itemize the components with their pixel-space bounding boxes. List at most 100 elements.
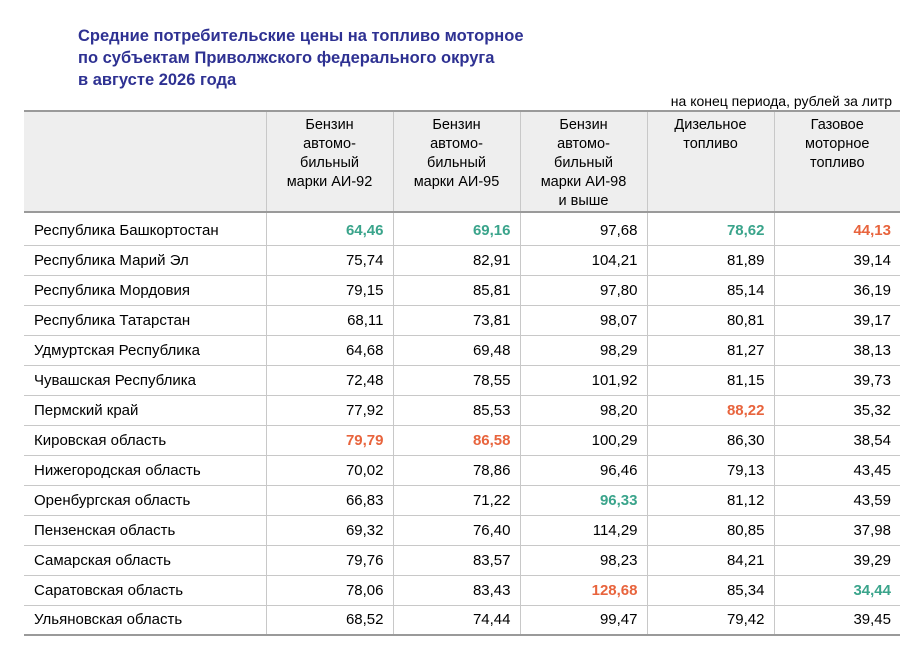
region-name: Республика Татарстан	[24, 305, 266, 336]
price-cell: 39,17	[773, 305, 900, 336]
price-cell: 39,45	[773, 605, 900, 636]
table-row: Республика Татарстан 68,11 73,81 98,07 80,81…	[24, 305, 900, 336]
price-cell: 98,23	[519, 545, 647, 576]
price-cell: 80,81	[646, 305, 774, 336]
price-cell: 98,20	[519, 395, 647, 426]
price-cell: 84,21	[646, 545, 774, 576]
price-cell: 99,47	[519, 605, 647, 636]
price-cell: 85,14	[646, 275, 774, 306]
title-line: в августе 2026 года	[78, 71, 237, 89]
price-cell: 81,12	[646, 485, 774, 516]
price-cell: 43,59	[773, 485, 900, 516]
price-cell: 128,68	[519, 575, 647, 606]
price-cell: 69,48	[392, 335, 520, 366]
price-cell: 97,68	[519, 212, 647, 246]
price-cell: 81,89	[646, 245, 774, 276]
price-cell: 34,44	[773, 575, 900, 606]
price-cell: 39,73	[773, 365, 900, 396]
region-name: Пермский край	[24, 395, 266, 426]
price-cell: 86,58	[392, 425, 520, 456]
price-cell: 77,92	[265, 395, 393, 426]
price-cell: 69,16	[392, 212, 520, 246]
table-row: Республика Марий Эл 75,74 82,91 104,21 81,89…	[24, 245, 900, 276]
price-cell: 79,79	[265, 425, 393, 456]
price-cell: 36,19	[773, 275, 900, 306]
price-cell: 100,29	[519, 425, 647, 456]
table-row: Республика Мордовия 79,15 85,81 97,80 85,14 3…	[24, 275, 900, 306]
price-cell: 38,54	[773, 425, 900, 456]
price-cell: 86,30	[646, 425, 774, 456]
price-cell: 68,52	[265, 605, 393, 636]
price-cell: 114,29	[519, 515, 647, 546]
price-cell: 38,13	[773, 335, 900, 366]
header-ai92: Бензин автомо- бильный марки АИ-92	[265, 110, 393, 213]
price-cell: 85,34	[646, 575, 774, 606]
price-cell: 82,91	[392, 245, 520, 276]
header-region	[24, 110, 266, 213]
price-cell: 80,85	[646, 515, 774, 546]
price-cell: 79,76	[265, 545, 393, 576]
price-cell: 37,98	[773, 515, 900, 546]
title-line: по субъектам Приволжского федерального о…	[78, 49, 495, 67]
price-cell: 73,81	[392, 305, 520, 336]
price-cell: 79,42	[646, 605, 774, 636]
table-row: Кировская область 79,79 86,58 100,29 86,30 38…	[24, 425, 900, 456]
region-name: Ульяновская область	[24, 605, 266, 636]
price-cell: 64,68	[265, 335, 393, 366]
price-cell: 78,06	[265, 575, 393, 606]
price-cell: 66,83	[265, 485, 393, 516]
region-name: Оренбургская область	[24, 485, 266, 516]
price-cell: 69,32	[265, 515, 393, 546]
price-cell: 98,07	[519, 305, 647, 336]
table-row: Ульяновская область 68,52 74,44 99,47 79,42 3…	[24, 605, 900, 636]
price-cell: 39,14	[773, 245, 900, 276]
price-cell: 79,13	[646, 455, 774, 486]
price-cell: 78,55	[392, 365, 520, 396]
title-line: Средние потребительские цены на топливо …	[78, 27, 524, 45]
price-cell: 85,53	[392, 395, 520, 426]
table-row: Республика Башкортостан 64,46 69,16 97,68 78…	[24, 212, 900, 246]
price-cell: 88,22	[646, 395, 774, 426]
region-name: Республика Мордовия	[24, 275, 266, 306]
price-cell: 70,02	[265, 455, 393, 486]
region-name: Кировская область	[24, 425, 266, 456]
price-cell: 96,46	[519, 455, 647, 486]
region-name: Республика Марий Эл	[24, 245, 266, 276]
price-cell: 68,11	[265, 305, 393, 336]
region-name: Удмуртская Республика	[24, 335, 266, 366]
table-row: Нижегородская область 70,02 78,86 96,46 79,1…	[24, 455, 900, 486]
price-cell: 43,45	[773, 455, 900, 486]
unit-note: на конец периода, рублей за литр	[670, 93, 892, 109]
region-name: Чувашская Республика	[24, 365, 266, 396]
price-cell: 101,92	[519, 365, 647, 396]
price-cell: 71,22	[392, 485, 520, 516]
table-row: Саратовская область 78,06 83,43 128,68 85,34…	[24, 575, 900, 606]
price-cell: 74,44	[392, 605, 520, 636]
price-cell: 81,27	[646, 335, 774, 366]
price-cell: 76,40	[392, 515, 520, 546]
price-cell: 81,15	[646, 365, 774, 396]
price-cell: 39,29	[773, 545, 900, 576]
price-cell: 83,57	[392, 545, 520, 576]
price-cell: 64,46	[265, 212, 393, 246]
price-cell: 79,15	[265, 275, 393, 306]
price-cell: 98,29	[519, 335, 647, 366]
header-gas: Газовое моторное топливо	[773, 110, 900, 213]
table-row: Оренбургская область 66,83 71,22 96,33 81,12…	[24, 485, 900, 516]
region-name: Пензенская область	[24, 515, 266, 546]
price-cell: 104,21	[519, 245, 647, 276]
price-cell: 85,81	[392, 275, 520, 306]
price-cell: 75,74	[265, 245, 393, 276]
table-row: Пермский край 77,92 85,53 98,20 88,22 35,32	[24, 395, 900, 426]
region-name: Республика Башкортостан	[24, 212, 266, 246]
price-cell: 35,32	[773, 395, 900, 426]
header-diesel: Дизельное топливо	[646, 110, 774, 213]
header-ai98: Бензин автомо- бильный марки АИ-98 и выш…	[519, 110, 647, 213]
table-row: Пензенская область 69,32 76,40 114,29 80,85 3…	[24, 515, 900, 546]
price-cell: 97,80	[519, 275, 647, 306]
price-cell: 96,33	[519, 485, 647, 516]
table-row: Самарская область 79,76 83,57 98,23 84,21 39,…	[24, 545, 900, 576]
header-ai95: Бензин автомо- бильный марки АИ-95	[392, 110, 520, 213]
table-row: Чувашская Республика 72,48 78,55 101,92 81,1…	[24, 365, 900, 396]
fuel-price-table: Бензин автомо- бильный марки АИ-92 Бензи…	[24, 110, 900, 636]
